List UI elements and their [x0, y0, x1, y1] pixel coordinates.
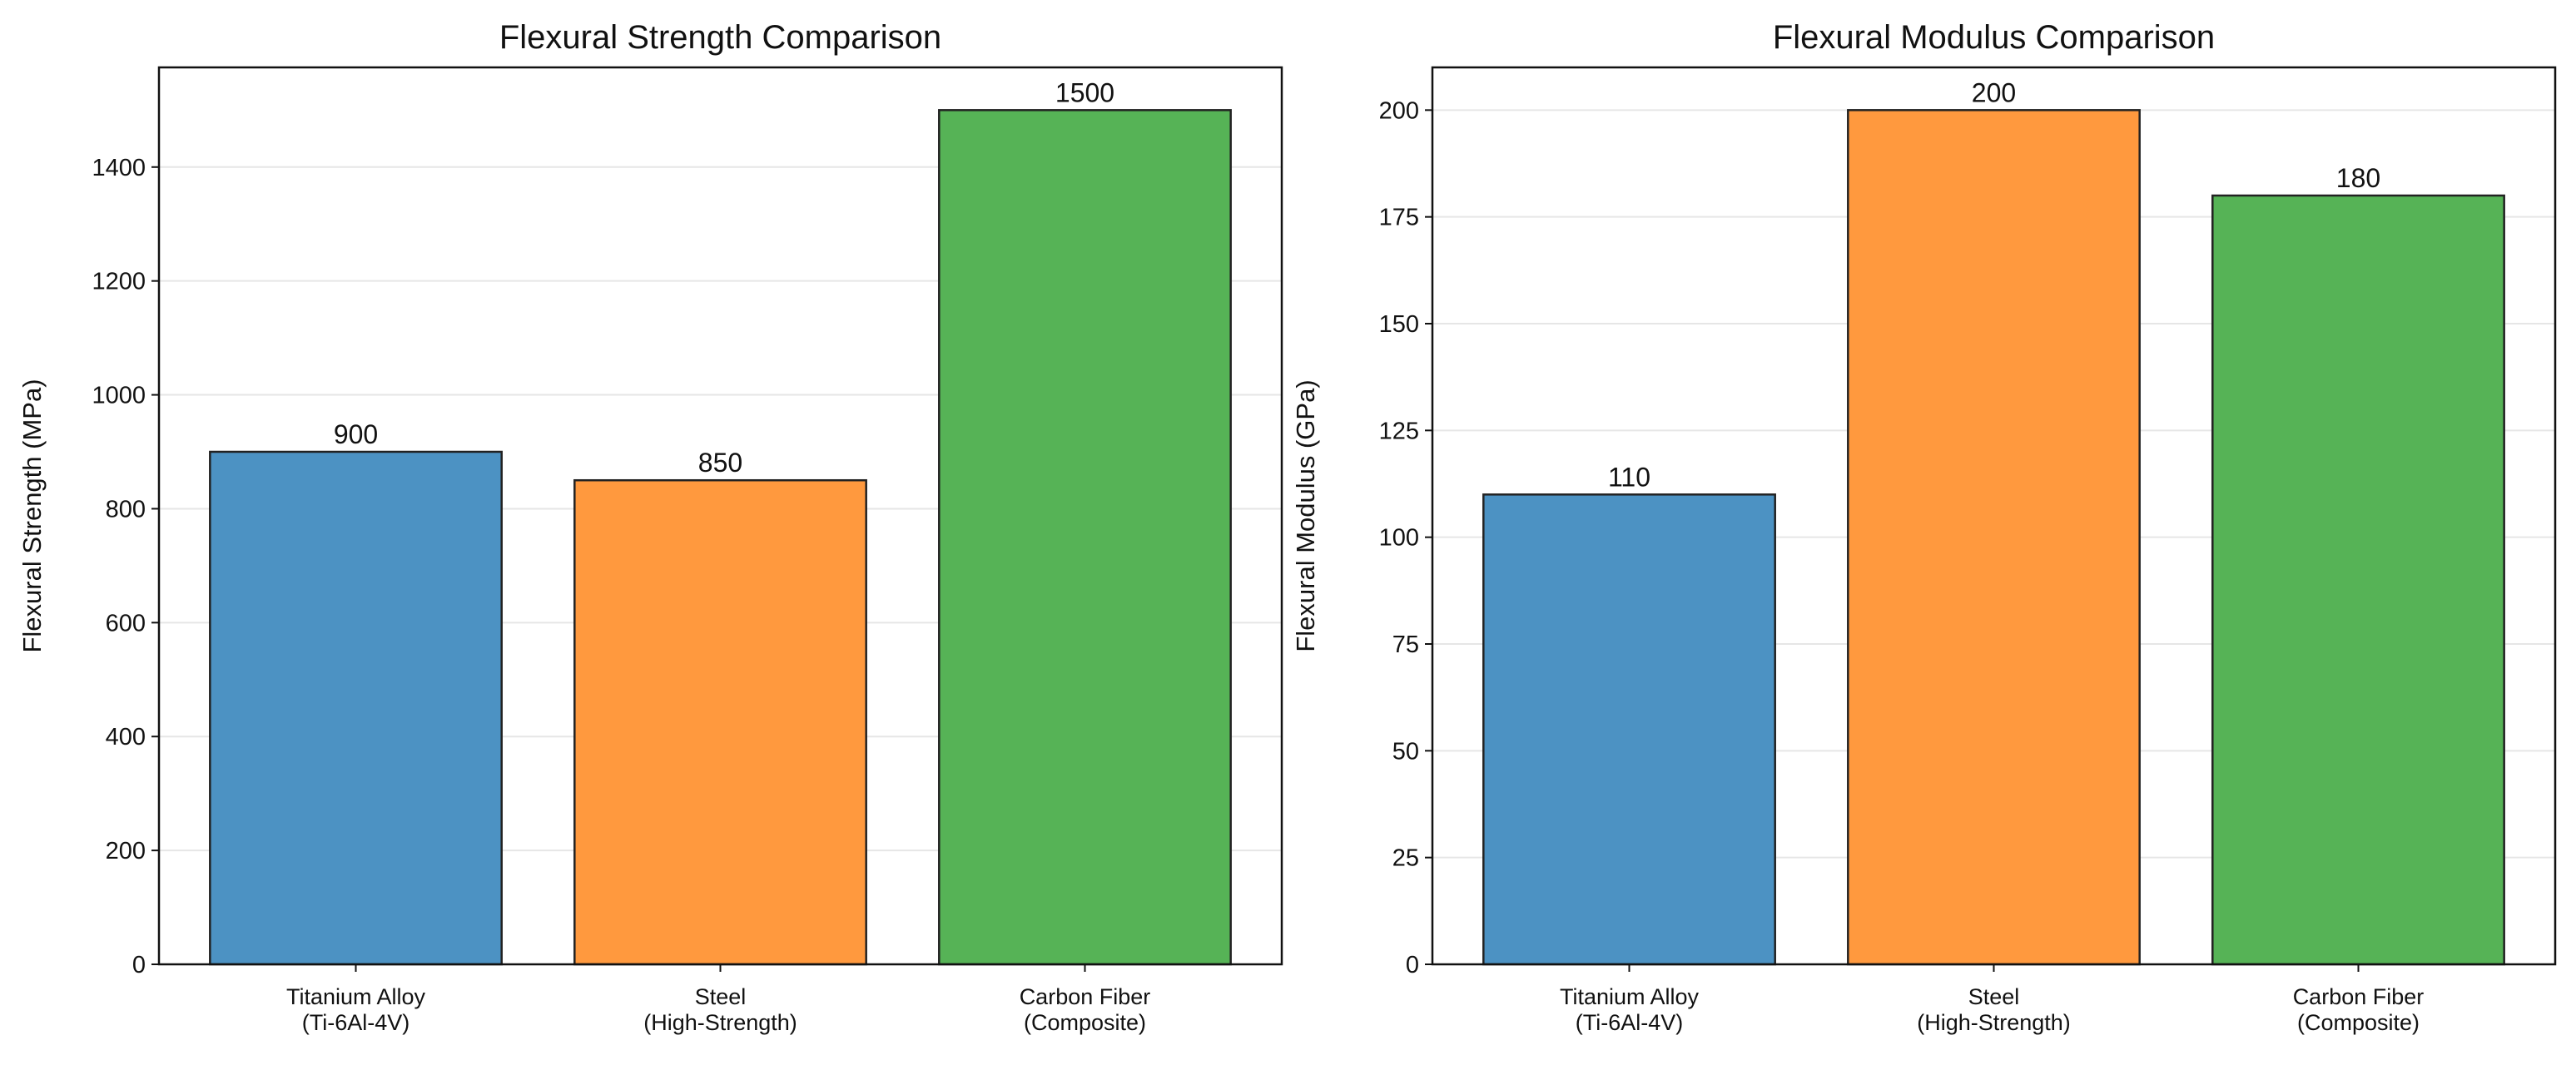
x-tick-label: Steel [695, 984, 747, 1009]
y-tick-label: 1000 [92, 383, 146, 409]
bar-value-label: 900 [334, 419, 378, 449]
y-tick-label: 125 [1379, 418, 1419, 444]
chart-title: Flexural Strength Comparison [499, 19, 941, 56]
bar-value-label: 200 [1972, 77, 2016, 107]
bar-value-label: 180 [2336, 163, 2380, 193]
y-tick-label: 75 [1392, 632, 1419, 658]
x-tick-label: Carbon Fiber [1020, 984, 1151, 1009]
y-tick-label: 150 [1379, 311, 1419, 338]
bar [573, 478, 867, 966]
bar [2211, 194, 2505, 966]
y-tick-label: 800 [106, 496, 146, 523]
x-tick-label: (Ti-6Al-4V) [1576, 1010, 1684, 1035]
y-axis-label: Flexural Strength (MPa) [17, 379, 47, 652]
x-tick-label: (High-Strength) [1917, 1010, 2071, 1035]
y-tick-label: 175 [1379, 205, 1419, 231]
bar [209, 450, 503, 966]
y-tick-label: 100 [1379, 525, 1419, 552]
y-tick-label: 200 [106, 838, 146, 864]
chart-panel-1: 0 200 400 600 800 1000 1200 1400 900 Titanium All… [17, 19, 1283, 1035]
axes-frame [1431, 66, 2557, 966]
y-tick-label: 0 [132, 952, 146, 978]
x-tick-label: Steel [1968, 984, 2020, 1009]
bar [938, 109, 1232, 966]
x-tick-label: Titanium Alloy [286, 984, 426, 1009]
bar [1847, 109, 2141, 966]
y-tick-label: 0 [1406, 952, 1419, 978]
y-tick-label: 400 [106, 724, 146, 750]
axes-frame [157, 66, 1283, 966]
x-tick-label: (Ti-6Al-4V) [302, 1010, 410, 1035]
chart-title: Flexural Modulus Comparison [1773, 19, 2215, 56]
x-tick-label: (Composite) [2297, 1010, 2420, 1035]
y-tick-label: 1200 [92, 269, 146, 295]
x-tick-label: (High-Strength) [643, 1010, 797, 1035]
y-axis-label: Flexural Modulus (GPa) [1291, 379, 1320, 651]
bar [1482, 493, 1776, 966]
bar-value-label: 850 [698, 448, 742, 478]
y-tick-label: 200 [1379, 97, 1419, 124]
y-tick-label: 25 [1392, 845, 1419, 872]
x-tick-label: Carbon Fiber [2293, 984, 2425, 1009]
y-tick-label: 50 [1392, 738, 1419, 765]
bar-value-label: 1500 [1055, 77, 1114, 107]
y-tick-label: 1400 [92, 155, 146, 181]
y-tick-label: 600 [106, 610, 146, 637]
bar-value-label: 110 [1608, 462, 1650, 492]
x-tick-label: (Composite) [1024, 1010, 1146, 1035]
x-tick-label: Titanium Alloy [1560, 984, 1700, 1009]
